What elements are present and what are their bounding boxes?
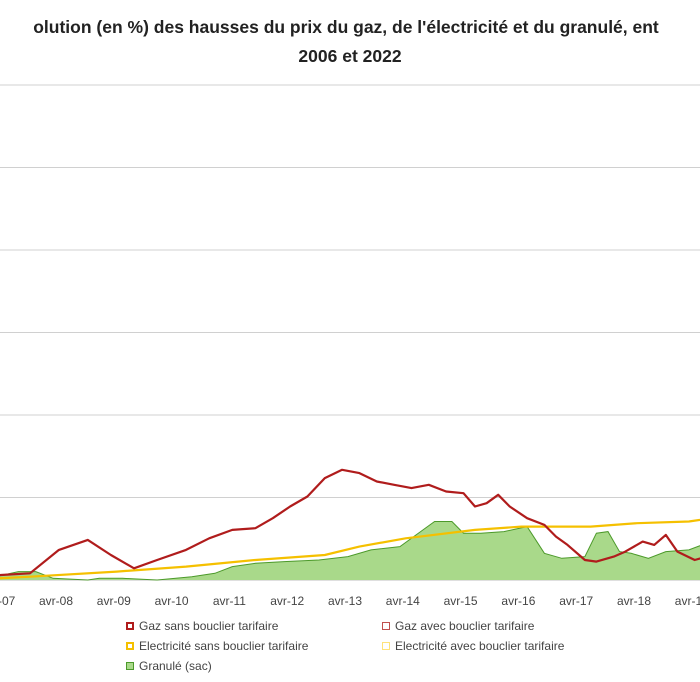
chart-title-line-2: 2006 et 2022 [298,46,402,66]
legend-label: Gaz avec bouclier tarifaire [395,619,535,633]
legend-item-gaz-avec-bouclier: Gaz avec bouclier tarifaire [382,619,534,633]
chart-title-line-1: olution (en %) des hausses du prix du ga… [33,17,659,37]
electricite-sans-bouclier-line [0,518,700,580]
legend-item-electricite-avec-bouclier: Electricité avec bouclier tarifaire [382,639,564,653]
x-tick-label: avr-14 [386,594,420,608]
legend-swatch [382,642,390,650]
legend-item-granule: Granulé (sac) [126,659,212,673]
x-tick-label: avr-11 [213,594,246,608]
x-tick-label: avr-08 [39,594,73,608]
x-tick-label: avr-19 [675,594,700,608]
legend-label: Granulé (sac) [139,659,212,673]
x-axis-ticks: -07 avr-08 avr-09 avr-10 avr-11 avr-12 avr-13 a… [0,594,700,608]
granule-area [0,521,700,580]
series-gaz-sans-bouclier [0,468,700,577]
x-tick-label: avr-18 [617,594,651,608]
legend-item-electricite-sans-bouclier: Electricité sans bouclier tarifaire [126,639,308,653]
x-tick-label: avr-15 [444,594,478,608]
gaz-sans-bouclier-line [0,468,700,577]
legend-label: Electricité sans bouclier tarifaire [139,639,309,653]
series-granule [0,521,700,581]
x-tick-label: avr-17 [559,594,593,608]
x-tick-label: avr-12 [270,594,304,608]
x-tick-label: avr-09 [97,594,131,608]
x-tick-label: avr-13 [328,594,362,608]
x-tick-label: -07 [0,594,16,608]
x-tick-label: avr-16 [501,594,535,608]
legend-label: Gaz sans bouclier tarifaire [139,619,279,633]
granule-line [0,521,700,581]
legend-item-gaz-sans-bouclier: Gaz sans bouclier tarifaire [126,619,278,633]
legend-swatch [382,622,390,630]
legend-swatch [126,662,134,670]
legend-swatch [126,642,134,650]
legend-swatch [126,622,134,630]
x-tick-label: avr-10 [155,594,189,608]
series-electricite-sans-bouclier [0,518,700,580]
legend-label: Electricité avec bouclier tarifaire [395,639,565,653]
gridlines [0,84,700,581]
